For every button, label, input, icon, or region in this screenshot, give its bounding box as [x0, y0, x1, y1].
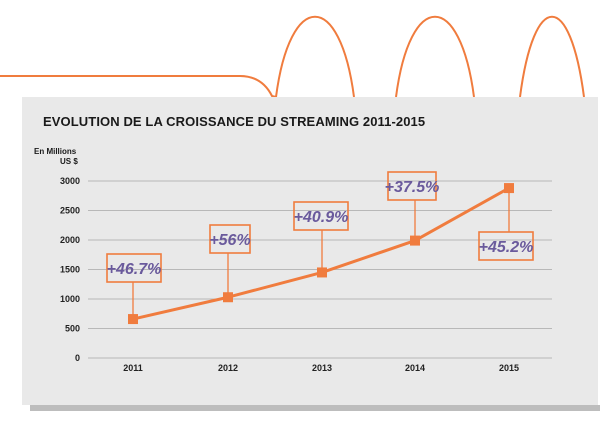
data-point-2014	[410, 235, 420, 246]
y-tick-labels: 0 500 1000 1500 2000 2500 3000	[60, 176, 80, 363]
callout-label-2015: +45.2%	[479, 239, 534, 256]
callouts: +46.7% +56% +40.9% +37.5% +45.2%	[106, 171, 534, 283]
callout-label-2012: +56%	[209, 232, 250, 249]
chart-title: EVOLUTION DE LA CROISSANCE DU STREAMING …	[43, 114, 426, 129]
y-tick-label-2500: 2500	[60, 206, 80, 216]
y-tick-label-0: 0	[75, 353, 80, 363]
callout-leaders	[132, 188, 510, 320]
x-tick-label-2014: 2014	[405, 363, 425, 373]
panel-shadow	[30, 405, 600, 411]
y-tick-label-1500: 1500	[60, 265, 80, 275]
x-tick-label-2011: 2011	[123, 363, 143, 373]
data-point-2012	[223, 292, 233, 303]
x-tick-label-2015: 2015	[499, 363, 519, 373]
y-axis-unit-line-1: En Millions	[34, 147, 77, 156]
x-tick-labels: 2011 2012 2013 2014 2015	[123, 363, 519, 373]
callout-box-2014	[387, 171, 437, 201]
data-points	[128, 183, 514, 325]
y-axis-unit-line-2: US $	[60, 157, 78, 166]
x-tick-label-2012: 2012	[218, 363, 238, 373]
y-tick-label-3000: 3000	[60, 176, 80, 186]
y-tick-label-2000: 2000	[60, 235, 80, 245]
callout-label-2011: +46.7%	[107, 261, 162, 278]
x-tick-label-2013: 2013	[312, 363, 332, 373]
data-point-2013	[317, 267, 327, 278]
callout-box-2011	[106, 253, 162, 283]
callout-box-2013	[293, 201, 349, 231]
chart-panel	[22, 97, 598, 405]
callout-box-2015	[478, 231, 534, 261]
y-tick-label-1000: 1000	[60, 294, 80, 304]
y-tick-label-500: 500	[65, 324, 80, 334]
data-point-2011	[128, 314, 138, 325]
callout-label-2014: +37.5%	[385, 179, 440, 196]
callout-box-2012	[209, 224, 251, 254]
data-point-2015	[504, 183, 514, 194]
callout-label-2013: +40.9%	[294, 209, 349, 226]
